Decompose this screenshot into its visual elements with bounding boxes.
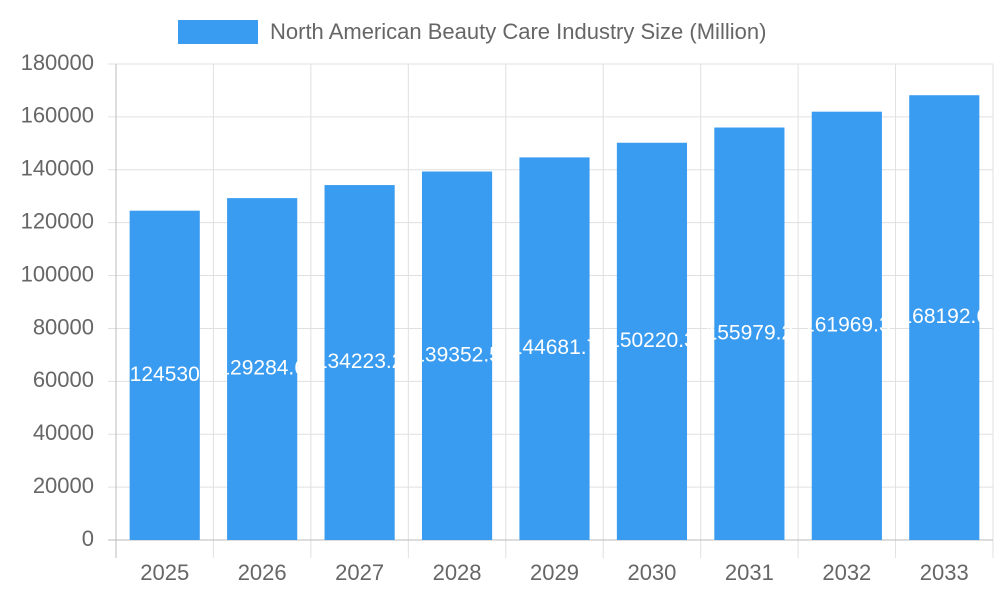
- legend-label: North American Beauty Care Industry Size…: [270, 19, 766, 44]
- bar: [129, 210, 200, 541]
- x-tick-label: 2028: [433, 560, 482, 585]
- value-label: 168192.6: [900, 305, 988, 328]
- value-label: 150220.3: [608, 329, 696, 352]
- value-label: 144681.7: [511, 336, 599, 359]
- x-tick-label: 2025: [140, 560, 189, 585]
- y-tick-label: 80000: [33, 314, 94, 339]
- x-tick-label: 2029: [530, 560, 579, 585]
- bar: [811, 111, 882, 540]
- x-tick-label: 2030: [627, 560, 676, 585]
- y-tick-label: 40000: [33, 420, 94, 445]
- y-tick-label: 180000: [21, 50, 94, 75]
- bar: [909, 95, 980, 541]
- y-tick-label: 20000: [33, 473, 94, 498]
- value-label: 139352.5: [413, 343, 501, 366]
- value-label: 129284.6: [218, 357, 306, 380]
- legend-swatch: [178, 20, 258, 44]
- x-tick-label: 2031: [725, 560, 774, 585]
- value-label: 124530: [130, 363, 200, 386]
- y-tick-label: 140000: [21, 156, 94, 181]
- y-tick-label: 100000: [21, 261, 94, 286]
- value-label: 161969.3: [803, 313, 891, 336]
- bar: [519, 157, 590, 540]
- y-tick-label: 60000: [33, 367, 94, 392]
- value-label: 155979.2: [706, 321, 794, 344]
- bar: [227, 198, 298, 540]
- y-tick-label: 0: [82, 526, 94, 551]
- y-tick-label: 120000: [21, 208, 94, 233]
- bar: [714, 127, 785, 540]
- bar: [616, 142, 688, 540]
- bar: [324, 185, 395, 540]
- x-tick-label: 2032: [822, 560, 871, 585]
- value-label: 134223.2: [316, 350, 404, 373]
- x-tick-label: 2027: [335, 560, 384, 585]
- bar: [421, 171, 493, 540]
- y-tick-label: 160000: [21, 103, 94, 128]
- x-tick-label: 2033: [920, 560, 969, 585]
- x-tick-label: 2026: [238, 560, 287, 585]
